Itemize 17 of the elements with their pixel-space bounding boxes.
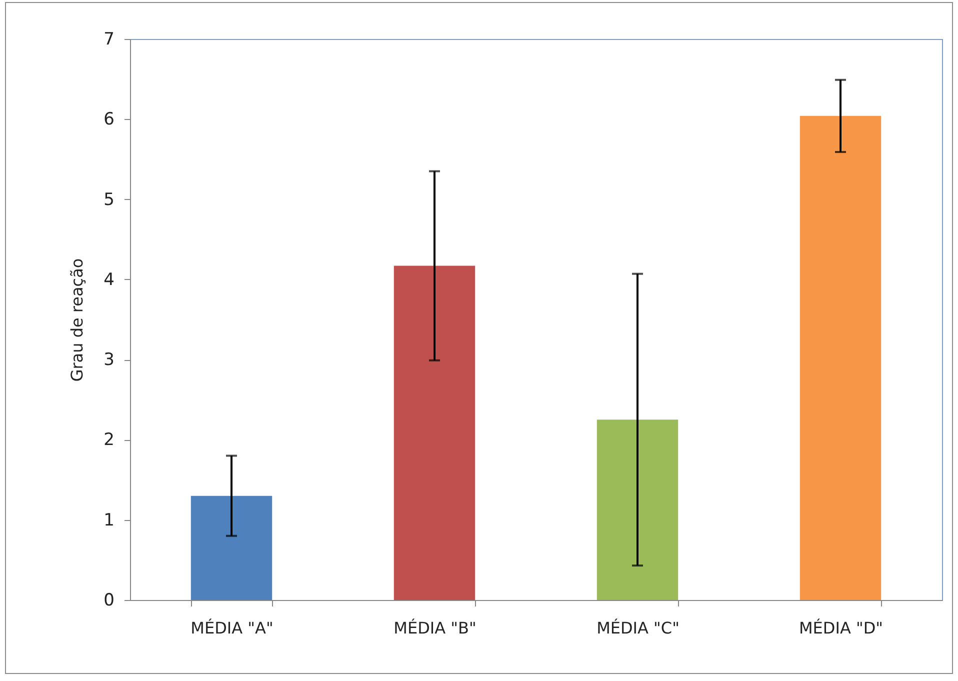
y-tick-label: 7: [104, 30, 114, 50]
x-tick-label: MÉDIA "A": [190, 618, 274, 638]
bar: [394, 266, 476, 600]
y-tick-label: 6: [104, 110, 114, 130]
x-tick-label: MÉDIA "B": [394, 618, 476, 638]
y-tick-label: 5: [104, 190, 114, 210]
bar: [596, 420, 678, 600]
y-tick-label: 3: [104, 350, 114, 370]
y-tick-label: 2: [104, 430, 114, 450]
x-tick-label: MÉDIA "C": [596, 618, 680, 638]
bar: [190, 496, 272, 600]
y-tick-label: 0: [104, 590, 114, 610]
y-tick-label: 4: [104, 270, 114, 290]
x-tick-label: MÉDIA "D": [798, 618, 884, 638]
y-tick-label: 1: [104, 510, 114, 530]
bar: [800, 116, 882, 600]
y-axis-title: Grau de reação: [68, 258, 87, 382]
